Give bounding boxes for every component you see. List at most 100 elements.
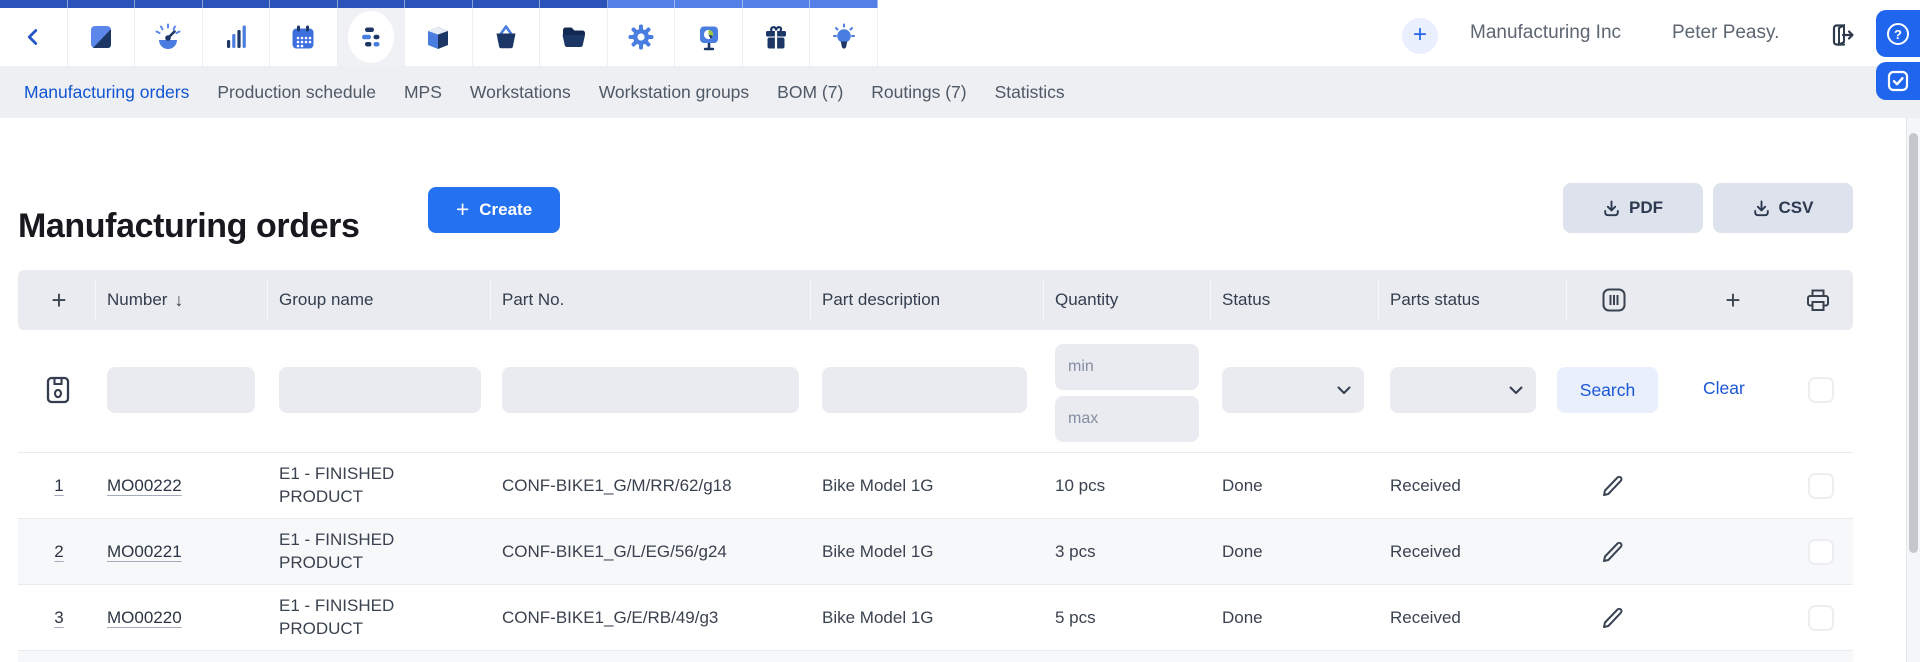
pencil-icon: [1603, 607, 1623, 628]
row-checkbox[interactable]: [1808, 539, 1834, 565]
quantity-cell: 10 pcs: [1055, 475, 1106, 495]
column-header-parts-status[interactable]: Parts status: [1390, 290, 1480, 309]
app-calendar[interactable]: [270, 8, 338, 66]
topbar-progress-strip: [0, 0, 878, 8]
select-all-checkbox[interactable]: [1808, 377, 1834, 403]
journal-icon: [90, 26, 111, 48]
row-index-link[interactable]: 3: [54, 607, 64, 627]
app-statistics[interactable]: [203, 8, 271, 66]
basket-icon: [496, 25, 516, 49]
status-cell: Done: [1222, 607, 1263, 627]
tab-statistics[interactable]: Statistics: [994, 81, 1065, 102]
selected-app-highlight: [347, 11, 394, 63]
strip-segment: [472, 0, 541, 8]
logout-button[interactable]: [1826, 20, 1856, 50]
strip-segment: [405, 0, 473, 8]
app-production-planning-selected[interactable]: [337, 8, 406, 66]
bar-chart-icon: [226, 25, 246, 48]
row-checkbox[interactable]: [1808, 473, 1834, 499]
scrollbar-thumb[interactable]: [1909, 133, 1918, 553]
part-description-cell: Bike Model 1G: [822, 607, 934, 627]
filter-group-name-input[interactable]: [279, 367, 481, 413]
app-journal[interactable]: [68, 8, 136, 66]
export-pdf-button[interactable]: PDF: [1563, 183, 1703, 233]
search-button[interactable]: Search: [1557, 367, 1658, 413]
filter-status-select[interactable]: [1222, 367, 1364, 413]
folder-icon: [562, 27, 585, 47]
tab-workstation-groups[interactable]: Workstation groups: [598, 81, 750, 102]
add-company-button[interactable]: +: [1402, 18, 1438, 54]
row-checkbox[interactable]: [1808, 605, 1834, 631]
svg-text:?: ?: [1894, 27, 1902, 42]
tab-production-schedule[interactable]: Production schedule: [217, 81, 376, 102]
part-no-cell: CONF-BIKE1_G/L/EG/56/g24: [502, 541, 727, 561]
filter-number-input[interactable]: [107, 367, 255, 413]
edit-row-button[interactable]: [1594, 585, 1630, 650]
tab-workstations[interactable]: Workstations: [469, 81, 571, 102]
row-index-link[interactable]: 2: [54, 541, 64, 561]
user-name[interactable]: Peter Peasy.: [1672, 22, 1780, 43]
app-settings[interactable]: [608, 8, 676, 66]
gift-icon: [766, 26, 787, 49]
order-number-link[interactable]: MO00221: [107, 541, 182, 561]
filter-quantity-min-input[interactable]: [1055, 344, 1199, 390]
columns-config-button[interactable]: [1594, 270, 1634, 330]
app-dashboard[interactable]: [135, 8, 203, 66]
edit-row-button[interactable]: [1594, 519, 1630, 584]
vertical-scrollbar[interactable]: [1906, 118, 1920, 662]
clear-button[interactable]: Clear: [1703, 378, 1745, 398]
app-procurement[interactable]: [473, 8, 541, 66]
tasks-button[interactable]: [1876, 62, 1920, 100]
print-button[interactable]: [1798, 270, 1838, 330]
download-icon: [1753, 200, 1769, 216]
filter-parts-status-select[interactable]: [1390, 367, 1536, 413]
save-filter-button[interactable]: [42, 374, 74, 406]
tab-routings[interactable]: Routings (7): [871, 81, 967, 102]
edit-row-button[interactable]: [1594, 453, 1630, 518]
help-button[interactable]: ?: [1876, 10, 1920, 57]
table-row: 1 MO00222 E1 - FINISHED PRODUCT CONF-BIK…: [18, 452, 1853, 518]
plus-icon: +: [455, 195, 470, 222]
column-header-part-no[interactable]: Part No.: [502, 290, 565, 309]
module-nav: Manufacturing orders Production schedule…: [0, 66, 1920, 118]
app-rewards[interactable]: [743, 8, 811, 66]
parts-status-cell: Received: [1390, 475, 1461, 495]
app-documents[interactable]: [540, 8, 608, 66]
back-chevron-icon: [28, 29, 38, 45]
chevron-down-icon: [1509, 386, 1523, 394]
order-number-link[interactable]: MO00222: [107, 475, 182, 495]
strip-segment: [810, 0, 878, 8]
create-button[interactable]: + Create: [428, 187, 560, 233]
back-button[interactable]: [0, 8, 68, 66]
app-ideas[interactable]: [810, 8, 878, 66]
add-column-button[interactable]: +: [1725, 284, 1741, 315]
filter-part-description-input[interactable]: [822, 367, 1027, 413]
tab-manufacturing-orders[interactable]: Manufacturing orders: [24, 81, 190, 102]
column-header-status[interactable]: Status: [1222, 290, 1271, 309]
column-header-quantity[interactable]: Quantity: [1055, 290, 1119, 309]
group-name-cell: E1 - FINISHED PRODUCT: [279, 464, 395, 506]
columns-icon: [1602, 288, 1626, 312]
order-number-link[interactable]: MO00220: [107, 607, 182, 627]
calendar-icon: [292, 25, 314, 49]
filter-quantity-max-input[interactable]: [1055, 396, 1199, 442]
strip-segment: [607, 0, 676, 8]
company-name[interactable]: Manufacturing Inc: [1470, 22, 1622, 43]
logout-door-icon: [1832, 23, 1854, 47]
filter-part-no-input[interactable]: [502, 367, 799, 413]
tab-bom[interactable]: BOM (7): [777, 81, 844, 102]
column-header-group-name[interactable]: Group name: [279, 290, 374, 309]
add-row-button[interactable]: +: [51, 284, 67, 315]
group-name-cell: E1 - FINISHED PRODUCT: [279, 530, 395, 572]
table-row: 3 MO00220 E1 - FINISHED PRODUCT CONF-BIK…: [18, 584, 1853, 650]
export-csv-button[interactable]: CSV: [1713, 183, 1853, 233]
app-reports[interactable]: [675, 8, 743, 66]
sort-desc-icon[interactable]: ↓: [174, 289, 184, 310]
column-header-number[interactable]: Number ↓: [107, 289, 184, 310]
app-stock[interactable]: [405, 8, 473, 66]
tab-mps[interactable]: MPS: [403, 81, 442, 102]
column-header-part-description[interactable]: Part description: [822, 290, 941, 309]
parts-status-cell: Received: [1390, 541, 1461, 561]
row-index-link[interactable]: 1: [54, 475, 64, 495]
